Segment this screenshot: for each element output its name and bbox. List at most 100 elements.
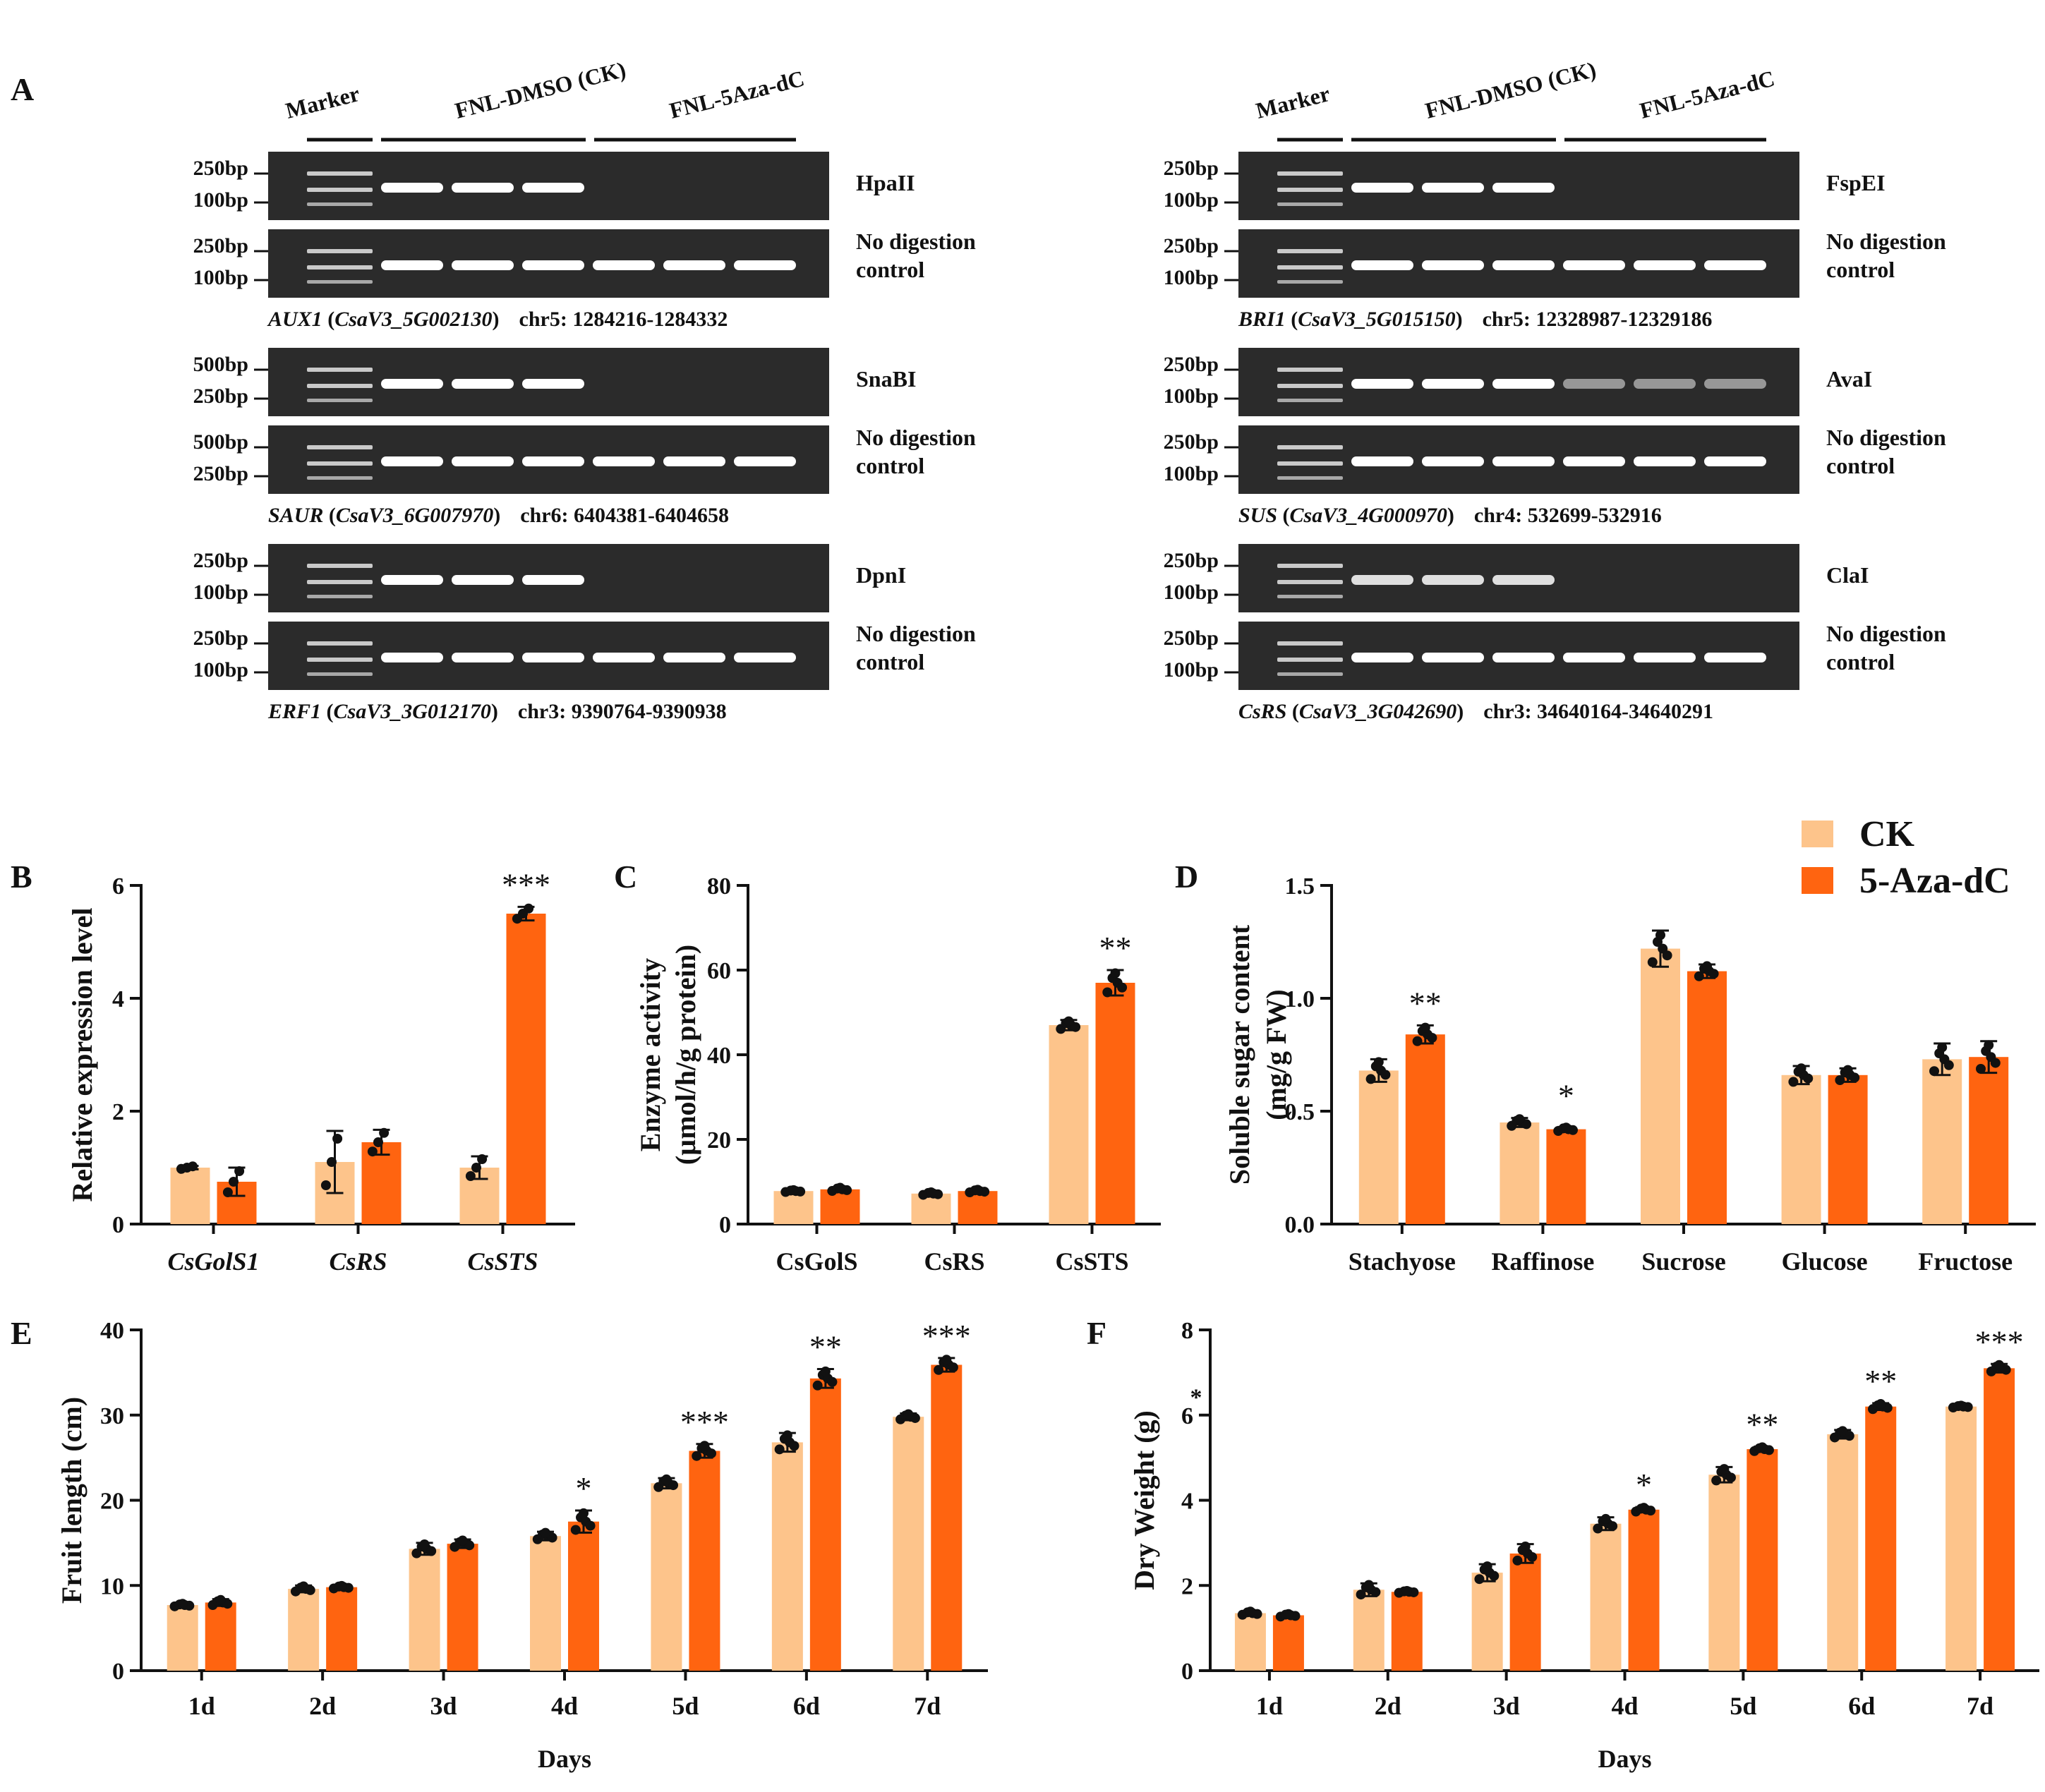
marker-band: [1277, 368, 1343, 372]
y-tick-label: 1.5: [1285, 873, 1315, 900]
gene-caption-part: BRI1: [1238, 308, 1286, 331]
y-tick-label: 2: [112, 1099, 124, 1125]
data-point: [177, 1599, 188, 1609]
sample-band: [1634, 456, 1696, 466]
marker-label: Marker: [283, 80, 362, 123]
marker-band: [307, 384, 373, 388]
data-point: [934, 1364, 944, 1375]
sample-band: [452, 183, 514, 193]
sample-band: [1351, 456, 1413, 466]
data-point: [788, 1185, 799, 1195]
data-point: [1110, 968, 1121, 979]
data-point: [1512, 1555, 1523, 1566]
bp-label-bottom: 100bp: [193, 188, 248, 212]
stray-asterisk: *: [1190, 1385, 1202, 1411]
y-axis-title: Dry Weight (g): [1128, 1410, 1160, 1590]
significance-label: ***: [1975, 1324, 2024, 1360]
data-point: [1283, 1609, 1293, 1619]
gene-caption-part: ): [1456, 700, 1464, 723]
bp-label-top: 250bp: [193, 157, 248, 180]
marker-band: [307, 265, 373, 270]
data-point: [1427, 1033, 1437, 1043]
data-point: [1842, 1065, 1853, 1075]
gene-caption-part: ): [1447, 504, 1454, 527]
sample-band: [734, 456, 796, 466]
bar-ck: [1641, 948, 1680, 1224]
marker-band: [1277, 658, 1343, 662]
data-point: [585, 1520, 596, 1531]
data-point: [1370, 1587, 1381, 1597]
no-digestion-label: No digestion: [856, 229, 976, 254]
data-point: [1929, 1066, 1939, 1077]
data-point: [903, 1409, 914, 1419]
data-point: [1561, 1122, 1572, 1133]
gene-caption-part: CsRS: [1238, 700, 1286, 723]
data-point: [1719, 1464, 1730, 1475]
marker-band: [307, 658, 373, 662]
y-tick-label: 0: [1181, 1659, 1193, 1685]
category-label: 2d: [1375, 1692, 1401, 1720]
gene-caption: CsRS (CsaV3_3G042690) chr3: 34640164-3464…: [1238, 700, 1713, 723]
marker-band: [1277, 249, 1343, 253]
ck-group-label: FNL-DMSO (CK): [1423, 56, 1598, 123]
data-point: [426, 1546, 437, 1556]
aza-group-label: FNL-5Aza-dC: [667, 66, 807, 123]
data-point: [1514, 1114, 1525, 1125]
marker-band: [307, 171, 373, 176]
data-point: [941, 1355, 952, 1365]
data-point: [1788, 1077, 1799, 1087]
category-label: Raffinose: [1491, 1247, 1594, 1276]
y-tick-label: 10: [100, 1573, 124, 1599]
sample-band: [1563, 379, 1625, 389]
data-point: [948, 1362, 958, 1373]
data-point: [1245, 1606, 1255, 1617]
bp-label-top: 250bp: [1164, 430, 1219, 454]
bp-label-top: 250bp: [1164, 626, 1219, 650]
bar-aza: [326, 1587, 358, 1671]
bp-label-bottom: 100bp: [193, 658, 248, 682]
data-point: [1521, 1119, 1531, 1130]
locus-label: chr5: 1284216-1284332: [519, 308, 728, 331]
category-label: Sucrose: [1641, 1247, 1725, 1276]
data-point: [699, 1441, 710, 1451]
bar-aza: [1391, 1592, 1423, 1671]
bar-ck: [288, 1589, 320, 1671]
gene-caption-part: (: [321, 700, 334, 723]
category-label: CsRS: [924, 1247, 984, 1276]
bar-ck: [409, 1549, 440, 1671]
bp-label-bottom: 100bp: [1164, 658, 1219, 682]
data-point: [1876, 1399, 1886, 1410]
y-axis-title: Fruit length (cm): [56, 1397, 88, 1604]
marker-band: [1277, 476, 1343, 480]
gene-caption-part: (: [1277, 504, 1290, 527]
marker-band: [307, 461, 373, 466]
marker-band: [1277, 595, 1343, 598]
bp-label-bottom: 100bp: [193, 581, 248, 604]
enzyme-label: FspEI: [1826, 170, 1886, 195]
data-point: [1711, 1475, 1722, 1486]
data-point: [1520, 1542, 1531, 1552]
bar-aza: [1272, 1615, 1304, 1671]
control-label: control: [1826, 649, 1895, 674]
sample-band: [1351, 653, 1413, 662]
data-point: [320, 1180, 331, 1190]
enzyme-label: DpnI: [856, 562, 906, 588]
sample-band: [1634, 653, 1696, 662]
bar-ck: [167, 1605, 198, 1671]
marker-band: [1277, 445, 1343, 449]
panel-a-gels: Marker FNL-DMSO (CK) FNL-5Aza-dC 250bp 100bp…: [193, 56, 1946, 723]
panel-letter: F: [1087, 1315, 1106, 1351]
sample-band: [1492, 456, 1555, 466]
marker-band: [307, 280, 373, 284]
marker-band: [307, 595, 373, 598]
marker-band: [1277, 399, 1343, 402]
bar-aza: [205, 1602, 236, 1671]
data-point: [1990, 1058, 2001, 1068]
bar-ck: [1358, 1070, 1399, 1224]
y-tick-label: 0: [112, 1659, 124, 1685]
data-point: [570, 1525, 581, 1535]
y-tick-label: 0: [112, 1212, 124, 1238]
locus-label: chr6: 6404381-6404658: [520, 504, 729, 527]
category-label: Stachyose: [1349, 1247, 1456, 1276]
